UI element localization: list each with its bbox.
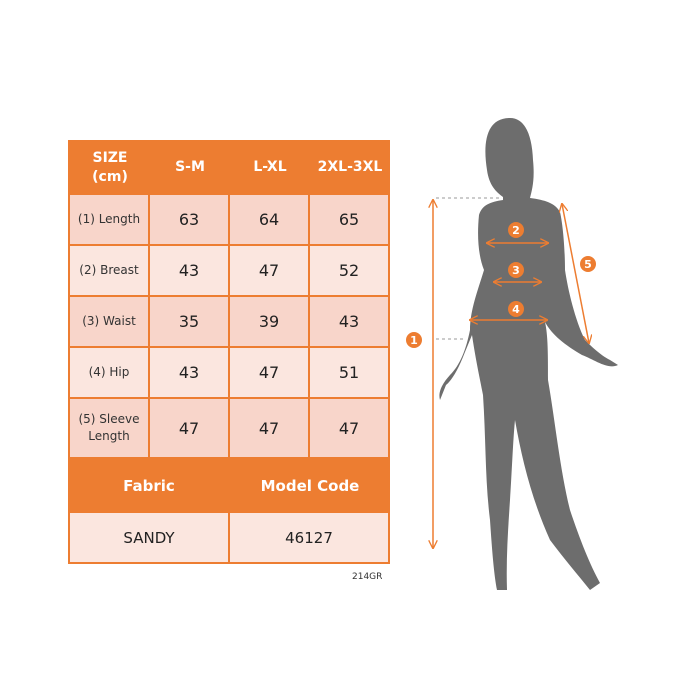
table-row: (5) Sleeve Length 47 47 47	[68, 399, 390, 459]
silhouette	[439, 118, 618, 590]
measurement-lines	[433, 197, 589, 548]
cell: 52	[310, 246, 390, 297]
cell: 43	[310, 297, 390, 348]
model-code-value: 46127	[230, 513, 390, 564]
header-size-line2: (cm)	[92, 168, 128, 185]
product-code: 214GR	[352, 572, 383, 582]
row-label: (1) Length	[68, 195, 150, 246]
fabric-value: SANDY	[68, 513, 230, 564]
header-size-line1: SIZE	[92, 149, 128, 166]
table-row: (1) Length 63 64 65	[68, 195, 390, 246]
cell: 43	[150, 246, 230, 297]
header-size: SIZE (cm)	[68, 140, 150, 195]
size-chart-table: SIZE (cm) S-M L-XL 2XL-3XL (1) Length 63 …	[68, 140, 390, 564]
table-header: SIZE (cm) S-M L-XL 2XL-3XL	[68, 140, 390, 195]
table-row: (3) Waist 35 39 43	[68, 297, 390, 348]
row-label: (5) Sleeve Length	[68, 399, 150, 459]
fabric-label: Fabric	[123, 477, 175, 495]
marker-1: 1	[410, 334, 418, 347]
marker-3: 3	[512, 264, 520, 277]
cell: 64	[230, 195, 310, 246]
table-row: (2) Breast 43 47 52	[68, 246, 390, 297]
cell: 35	[150, 297, 230, 348]
fabric-header: Fabric Model Code	[68, 459, 390, 513]
cell: 47	[310, 399, 390, 459]
cell: 39	[230, 297, 310, 348]
cell: 43	[150, 348, 230, 399]
sleeve-arrow	[562, 204, 589, 343]
cell: 47	[230, 348, 310, 399]
fabric-row: SANDY 46127	[68, 513, 390, 564]
marker-4: 4	[512, 303, 520, 316]
row-label: (2) Breast	[68, 246, 150, 297]
row-label: (3) Waist	[68, 297, 150, 348]
row-label: (4) Hip	[68, 348, 150, 399]
cell: 47	[230, 246, 310, 297]
cell: 63	[150, 195, 230, 246]
row-label-line2: Length	[88, 429, 130, 443]
row-label-line1: (5) Sleeve	[78, 412, 140, 426]
measurement-markers: 1 2 3 4 5	[406, 222, 596, 348]
marker-5: 5	[584, 258, 592, 271]
marker-2: 2	[512, 224, 520, 237]
cell: 47	[150, 399, 230, 459]
header-col: S-M	[175, 159, 205, 175]
cell: 51	[310, 348, 390, 399]
header-col: L-XL	[253, 159, 287, 175]
cell: 47	[230, 399, 310, 459]
cell: 65	[310, 195, 390, 246]
table-row: (4) Hip 43 47 51	[68, 348, 390, 399]
header-col: 2XL-3XL	[317, 159, 383, 175]
model-code-label: Model Code	[260, 477, 360, 495]
